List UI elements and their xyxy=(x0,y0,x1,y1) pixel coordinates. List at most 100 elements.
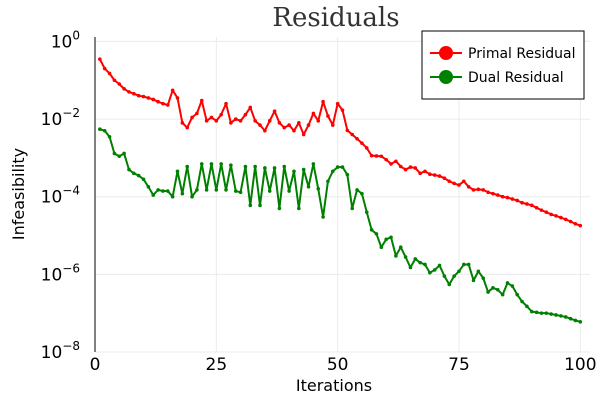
data-point xyxy=(418,171,422,176)
x-tick-label: 25 xyxy=(206,355,228,375)
data-point xyxy=(316,119,321,123)
legend-label-primal: Primal Residual xyxy=(468,46,576,62)
data-point xyxy=(554,313,558,317)
data-point xyxy=(398,245,403,250)
data-point xyxy=(413,257,418,261)
data-point xyxy=(500,194,505,199)
data-point xyxy=(462,179,466,184)
data-point xyxy=(428,172,432,176)
x-axis-ticks: 0 25 50 75 100 xyxy=(90,355,597,375)
data-point xyxy=(112,78,117,83)
data-point xyxy=(476,269,481,274)
data-point xyxy=(529,309,534,314)
data-point xyxy=(539,311,544,315)
data-point xyxy=(394,254,398,258)
data-point xyxy=(486,290,490,294)
data-point xyxy=(209,115,214,120)
data-point xyxy=(491,191,495,196)
data-point xyxy=(272,109,277,113)
data-point xyxy=(316,186,321,191)
data-point xyxy=(471,278,476,283)
x-tick-label: 50 xyxy=(327,355,349,375)
data-point xyxy=(170,88,175,93)
x-axis-label: Iterations xyxy=(296,376,372,395)
data-point xyxy=(573,318,578,323)
data-point xyxy=(98,57,102,61)
data-point xyxy=(403,167,408,172)
data-point xyxy=(195,188,199,192)
data-point xyxy=(568,316,573,321)
data-point xyxy=(559,314,563,318)
data-point xyxy=(379,154,384,159)
data-point xyxy=(398,164,403,169)
data-point xyxy=(151,97,156,102)
data-point xyxy=(146,96,151,100)
data-point xyxy=(282,125,287,130)
data-point xyxy=(350,132,355,137)
data-point xyxy=(578,319,583,324)
data-point xyxy=(360,141,364,145)
data-point xyxy=(248,105,253,110)
data-point xyxy=(529,203,534,208)
data-point xyxy=(544,210,549,214)
data-point xyxy=(500,292,505,297)
data-point xyxy=(185,164,190,169)
data-point xyxy=(432,268,437,272)
data-point xyxy=(515,198,520,203)
y-tick-label: 10−4 xyxy=(41,184,80,208)
data-point xyxy=(355,137,359,141)
data-point xyxy=(364,146,369,150)
data-point xyxy=(292,169,296,174)
data-point xyxy=(466,185,471,189)
data-point xyxy=(559,215,563,220)
data-point xyxy=(165,189,170,193)
legend-box xyxy=(421,30,585,100)
data-point xyxy=(563,217,568,222)
legend-entry-primal: Primal Residual xyxy=(430,46,576,62)
data-point xyxy=(180,121,185,125)
y-tick-label: 100 xyxy=(51,28,80,52)
data-point xyxy=(258,123,262,127)
data-point xyxy=(117,82,122,86)
data-point xyxy=(161,189,165,193)
data-point xyxy=(287,189,291,193)
data-point xyxy=(510,197,515,201)
data-point xyxy=(132,91,136,96)
data-point xyxy=(525,202,529,206)
data-point xyxy=(495,288,500,292)
data-point xyxy=(452,274,456,278)
series-line xyxy=(98,58,581,227)
data-point xyxy=(233,117,238,121)
series-line xyxy=(99,128,581,323)
data-point xyxy=(277,121,282,125)
data-point xyxy=(127,167,131,172)
data-point xyxy=(117,154,122,159)
data-point xyxy=(277,206,282,211)
data-point xyxy=(122,151,126,156)
data-point xyxy=(326,114,330,118)
data-point xyxy=(505,195,510,200)
data-point xyxy=(224,188,228,192)
data-point xyxy=(229,163,233,167)
data-point xyxy=(136,93,141,98)
data-point xyxy=(330,169,335,174)
series-1 xyxy=(98,127,583,324)
data-point xyxy=(432,173,437,177)
data-point xyxy=(107,134,112,139)
data-point xyxy=(520,200,524,205)
data-point xyxy=(204,188,209,192)
data-point xyxy=(122,87,126,91)
data-point xyxy=(568,219,573,224)
data-point xyxy=(146,185,151,189)
data-point xyxy=(321,215,325,219)
data-point xyxy=(330,123,335,127)
data-point xyxy=(335,165,340,169)
data-point xyxy=(355,188,359,192)
data-point xyxy=(180,191,185,196)
data-point xyxy=(263,128,267,133)
series-0 xyxy=(98,57,583,228)
data-point xyxy=(549,312,553,316)
data-point xyxy=(301,132,306,137)
data-point xyxy=(175,96,180,100)
